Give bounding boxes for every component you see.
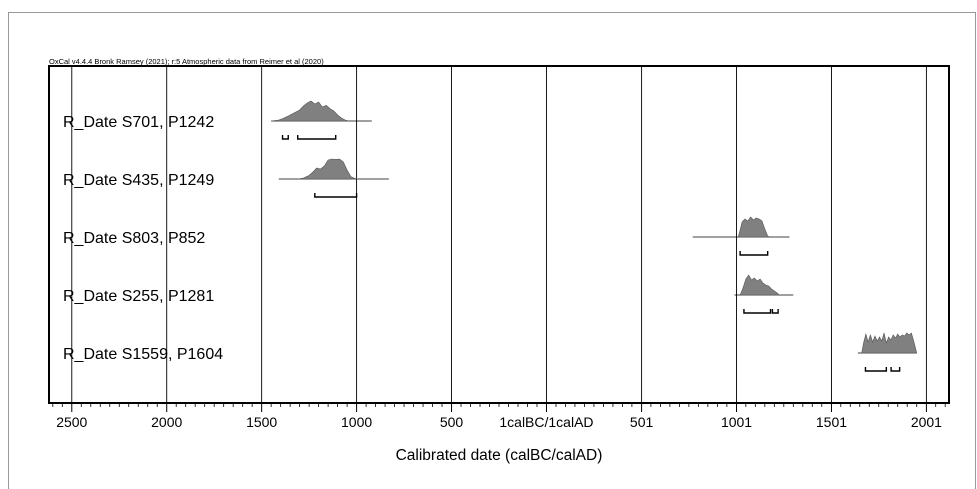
x-tick-label-3: 1000 [341, 414, 372, 430]
x-tick-label-6: 501 [630, 414, 654, 430]
series-label-5: R_Date S1559, P1604 [63, 346, 223, 363]
calibration-chart: OxCal v4.4.4 Bronk Ramsey (2021); r:5 At… [48, 57, 950, 464]
x-tick-label-5: 1calBC/1calAD [499, 414, 593, 430]
range-bracket-3-1 [739, 251, 769, 256]
range-bracket-2-1 [314, 193, 358, 198]
series-4 [734, 274, 794, 314]
distribution-5 [861, 332, 918, 354]
series-5 [857, 332, 918, 372]
range-bracket-4-2 [771, 309, 779, 314]
range-bracket-5-2 [890, 367, 901, 372]
distribution-1 [271, 100, 350, 122]
range-bracket-1-1 [281, 135, 289, 140]
grid-layer [71, 66, 927, 403]
series-label-2: R_Date S435, P1249 [63, 172, 214, 189]
labels-layer: R_Date S701, P1242 R_Date S435, P1249 R_Da… [63, 114, 223, 363]
distribution-4 [739, 274, 780, 296]
distribution-2 [297, 158, 359, 180]
x-tick-label-7: 1001 [721, 414, 752, 430]
series-2 [278, 158, 389, 198]
distributions-layer [271, 100, 918, 372]
range-bracket-4-1 [743, 309, 772, 314]
x-tick-label-2: 1500 [246, 414, 277, 430]
x-tick-label-9: 2001 [911, 414, 942, 430]
series-1 [271, 100, 372, 140]
series-3 [692, 216, 790, 256]
distribution-3 [737, 216, 770, 238]
credit-text: OxCal v4.4.4 Bronk Ramsey (2021); r:5 At… [49, 57, 324, 66]
range-bracket-1-2 [297, 135, 337, 140]
series-label-4: R_Date S255, P1281 [63, 288, 214, 305]
x-tick-label-1: 2000 [151, 414, 182, 430]
x-tick-label-0: 2500 [56, 414, 87, 430]
x-tick-label-8: 1501 [816, 414, 847, 430]
plot-panel: OxCal v4.4.4 Bronk Ramsey (2021); r:5 At… [8, 12, 976, 489]
range-bracket-5-1 [864, 367, 888, 372]
series-label-3: R_Date S803, P852 [63, 230, 205, 247]
x-tick-label-4: 500 [440, 414, 464, 430]
x-axis: 2500 2000 1500 1000 500 1calBC/1calAD 501 1001 1… [52, 403, 946, 430]
series-label-1: R_Date S701, P1242 [63, 114, 214, 131]
x-axis-label: Calibrated date (calBC/calAD) [396, 447, 603, 464]
